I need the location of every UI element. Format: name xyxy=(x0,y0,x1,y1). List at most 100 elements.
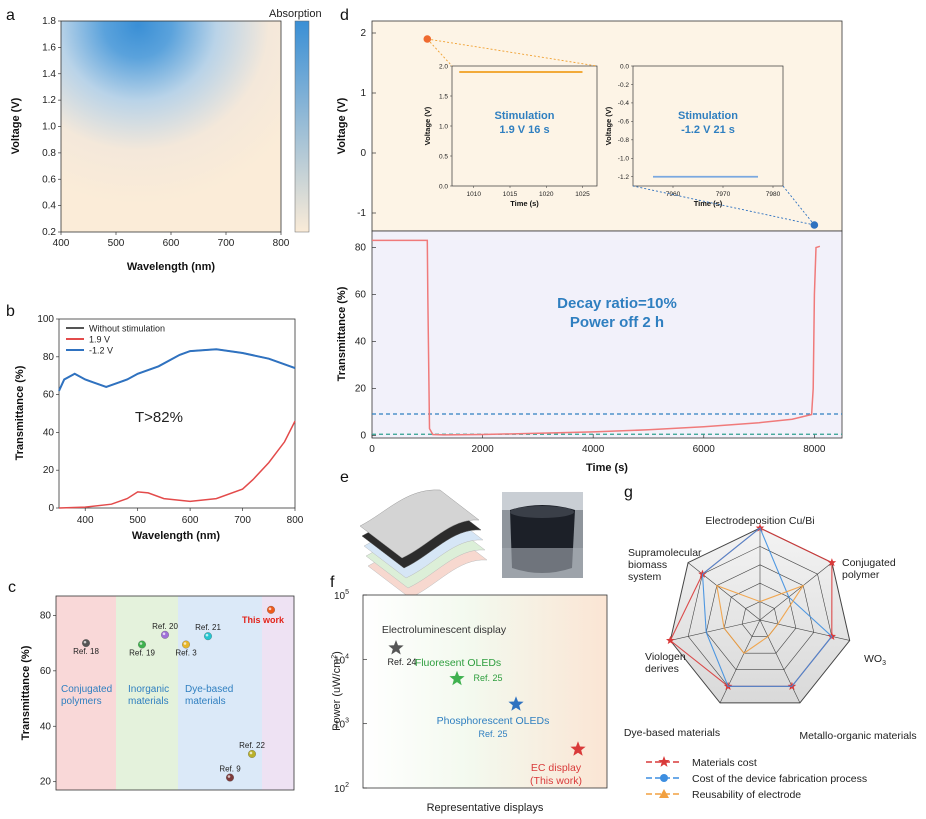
panel-c-ylabel: Transmittance (%) xyxy=(20,645,32,740)
radar-axis-label: Electrodeposition Cu/Bi xyxy=(705,515,814,527)
series-line-2 xyxy=(58,420,296,509)
y-tick-label: 0.6 xyxy=(42,174,56,185)
y-tick-label: 0 xyxy=(48,503,54,514)
inset-frame xyxy=(632,65,784,187)
x-tick-label: 500 xyxy=(129,515,146,526)
y-tick-label: 1.6 xyxy=(42,42,56,53)
x-tick-label: 800 xyxy=(287,515,304,526)
panel-a-xlabel: Wavelength (nm) xyxy=(127,261,216,273)
inset-x-tick-label: 7970 xyxy=(716,191,731,198)
y-tick-label: 1.8 xyxy=(42,16,56,27)
x-tick-label: 4000 xyxy=(582,444,605,455)
inset-y-tick-label: -1.2 xyxy=(618,174,630,181)
data-point-highlight xyxy=(249,751,253,755)
x-tick-label: 600 xyxy=(182,515,199,526)
y-tick-label: 40 xyxy=(355,337,367,348)
data-point xyxy=(248,750,256,758)
y-tick-label: 104 xyxy=(334,653,349,666)
legend-marker-circle xyxy=(660,774,668,782)
display-star xyxy=(570,741,586,756)
point-name: Phosphorescent OLEDs xyxy=(437,715,550,727)
point-name-2: (This work) xyxy=(530,775,582,787)
panel-f-ylabel-main: Power (uW/cm xyxy=(331,659,343,731)
category-label: Dye-based xyxy=(185,684,233,695)
radar-axis-label: Viologen xyxy=(645,651,686,663)
category-band xyxy=(56,596,116,790)
y-tick-base: 10 xyxy=(334,655,346,666)
panel-b-xlabel: Wavelength (nm) xyxy=(132,530,221,542)
decay-annotation-line2: Power off 2 h xyxy=(570,314,664,331)
legend-label: Without stimulation xyxy=(89,324,165,334)
category-label: materials xyxy=(185,696,226,707)
category-label: Inorganic xyxy=(128,684,169,695)
colorbar xyxy=(294,20,310,233)
panel-f-xlabel: Representative displays xyxy=(427,802,544,814)
y-tick-exponent: 2 xyxy=(345,782,349,789)
colorbar-label: Absorption xyxy=(269,8,322,20)
inset-y-tick-label: 0.5 xyxy=(439,153,448,160)
inset-y-tick-label: -0.4 xyxy=(618,100,630,107)
y-tick-exponent: 4 xyxy=(345,653,349,660)
inset-y-tick-label: 1.0 xyxy=(439,123,448,130)
x-tick-label: 400 xyxy=(77,515,94,526)
point-ref: Ref. 24 xyxy=(387,657,416,667)
x-tick-label: 800 xyxy=(273,238,290,249)
panel-letter-e: e xyxy=(340,469,349,486)
voltage-point xyxy=(423,35,432,43)
panel-d-bottom-ylabel: Transmittance (%) xyxy=(336,286,348,381)
device-photo xyxy=(502,492,583,578)
panel-b-line-chart: 400 500 600 700 800 0 20 40 60 80 100 Without sti… xyxy=(14,314,304,542)
legend-marker-triangle xyxy=(659,789,669,798)
display-star xyxy=(388,640,404,655)
point-name: Electroluminescent display xyxy=(382,624,507,636)
series-line-3 xyxy=(58,348,296,392)
y-tick-label: 0.4 xyxy=(42,201,56,212)
radar-axis-label: Supramolecular xyxy=(628,547,702,559)
category-label: Conjugated xyxy=(61,684,112,695)
y-tick-label: 103 xyxy=(334,718,349,731)
connector-line xyxy=(427,38,598,67)
display-star xyxy=(449,670,465,686)
y-tick-label: 80 xyxy=(40,610,52,621)
inset-annotation-2: -1.2 V 21 s xyxy=(681,124,735,136)
panel-e-device-illustration xyxy=(359,489,583,599)
data-point xyxy=(161,630,169,639)
inset-annotation-2: 1.9 V 16 s xyxy=(499,124,549,136)
point-name: Fluoresent OLEDs xyxy=(415,657,501,669)
radar-series-line xyxy=(716,584,805,654)
legend-label: Reusability of electrode xyxy=(692,789,801,801)
panel-letter-a: a xyxy=(6,7,15,24)
inset-y-tick-label: -0.2 xyxy=(618,82,630,89)
y-tick-label: 40 xyxy=(43,427,55,438)
data-point-label: Ref. 22 xyxy=(239,741,265,750)
x-tick-label: 400 xyxy=(53,238,70,249)
point-ref: Ref. 25 xyxy=(473,673,502,683)
panel-a-ylabel: Voltage (V) xyxy=(10,97,22,154)
inset-y-tick-label: 2.0 xyxy=(439,63,448,70)
inset-y-tick-label: 1.5 xyxy=(439,93,448,100)
y-tick-label: 60 xyxy=(43,390,55,401)
radar-spoke xyxy=(687,562,761,621)
heatmap-area xyxy=(61,21,281,232)
data-point-highlight xyxy=(227,775,231,778)
data-point xyxy=(82,639,90,648)
y-tick-label: 80 xyxy=(43,352,55,363)
y-tick-label: 0 xyxy=(360,431,366,442)
inset-chart: 0.0-0.2-0.4-0.6-0.8-1.0-1.2796079707980S… xyxy=(604,63,784,208)
category-band xyxy=(116,596,178,790)
panel-letter-b: b xyxy=(6,303,15,320)
data-point-highlight xyxy=(183,642,187,645)
inset-annotation-1: Stimulation xyxy=(678,110,738,122)
inset-x-tick-label: 1025 xyxy=(575,191,590,198)
voltage-point xyxy=(810,221,819,229)
y-tick-label: 105 xyxy=(334,589,349,602)
y-tick-label: 100 xyxy=(37,314,54,325)
inset-x-tick-label: 1010 xyxy=(467,191,482,198)
category-band xyxy=(262,596,294,790)
data-point-highlight xyxy=(268,607,272,611)
legend-label: Materials cost xyxy=(692,757,757,769)
inset-chart: 0.0 0.5 1.0 1.5 2.0 1010 1015 1020 1025 Stimulati… xyxy=(423,63,598,208)
radar-spoke xyxy=(670,619,761,641)
